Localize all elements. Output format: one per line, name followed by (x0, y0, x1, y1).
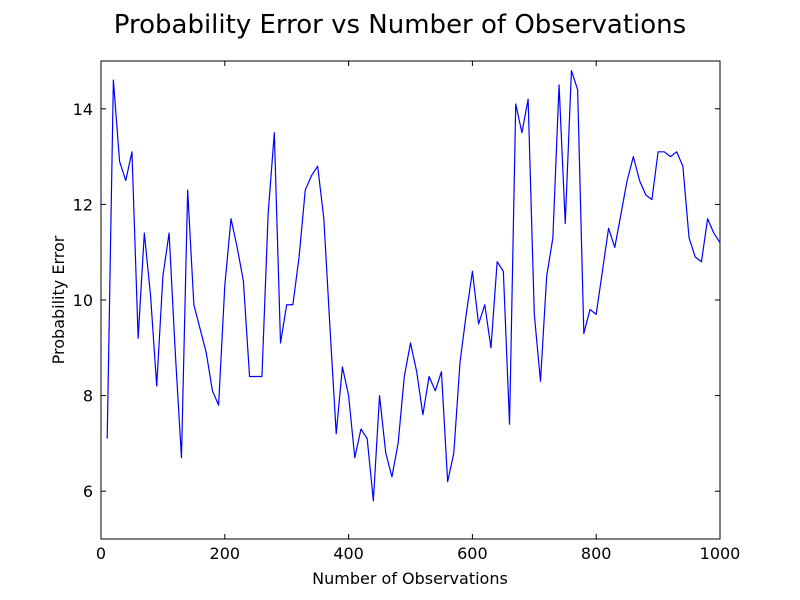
y-axis-label: Probability Error (49, 235, 68, 364)
x-tick-label: 400 (333, 544, 364, 563)
x-tick-label: 800 (581, 544, 612, 563)
series-line (106, 69, 721, 502)
x-tick-label: 0 (96, 544, 106, 563)
x-axis-ticks: 0 200 400 600 800 1000 (96, 61, 740, 563)
x-tick-label: 600 (457, 544, 488, 563)
y-tick-label: 10 (73, 291, 93, 310)
plot-area: 0 200 400 600 800 1000 6 8 10 12 14 (73, 60, 740, 563)
y-tick-label: 6 (83, 482, 93, 501)
x-axis-label: Number of Observations (312, 569, 508, 588)
x-tick-label: 1000 (700, 544, 741, 563)
x-tick-label: 200 (210, 544, 241, 563)
y-tick-label: 14 (73, 100, 93, 119)
chart-title: Probability Error vs Number of Observati… (114, 10, 686, 40)
y-axis-ticks: 6 8 10 12 14 (73, 100, 720, 501)
y-tick-label: 12 (73, 195, 93, 214)
y-tick-label: 8 (83, 387, 93, 406)
